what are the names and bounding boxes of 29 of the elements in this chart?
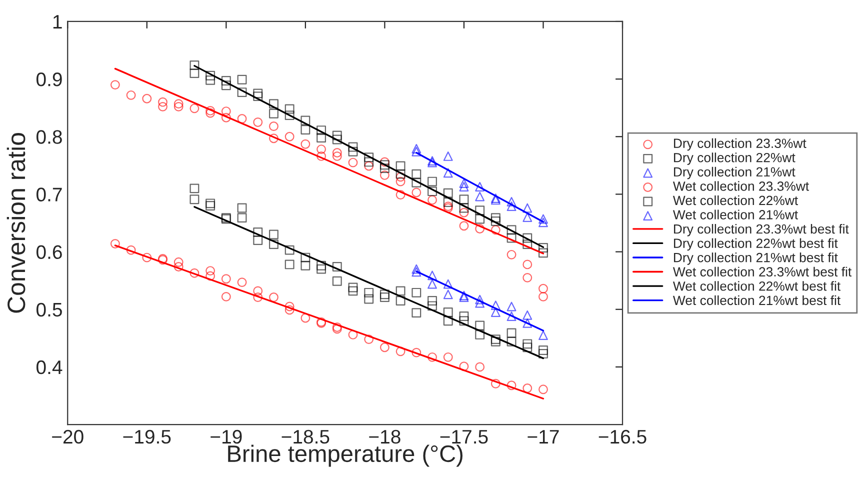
legend-label: Dry collection 21%wt [674, 166, 796, 180]
y-tick-label: 0.9 [36, 72, 62, 86]
x-axis-title: Brine temperature (°C) [228, 444, 462, 467]
legend-label: Wet collection 23.3%wt [672, 181, 809, 191]
x-tick-label: −17.5 [440, 430, 488, 444]
x-tick-label: −17 [528, 430, 559, 444]
x-tick-label: −16.5 [598, 430, 646, 444]
legend-label: Wet collection 22%wt [672, 195, 798, 206]
legend-label: Dry collection 21%wt best fit [674, 252, 838, 265]
y-tick-label: 0.7 [36, 188, 62, 202]
y-tick-label: 0.5 [36, 302, 62, 317]
x-tick-label: −20 [52, 430, 84, 444]
y-tick-label: 0.6 [36, 245, 62, 260]
legend-label: Dry collection 23.3%wt [674, 138, 806, 151]
legend-label: Dry collection 22%wt [674, 152, 796, 165]
legend-label: Wet collection 23.3%wt best fit [672, 266, 852, 277]
x-tick-label: −19 [210, 430, 242, 444]
y-tick-label: 1 [53, 15, 62, 29]
x-tick-label: −18.5 [282, 430, 330, 444]
legend-label: Dry collection 22%wt best fit [674, 238, 838, 251]
legend-label: Wet collection 22%wt best fit [672, 281, 841, 291]
y-tick-label: 0.8 [36, 130, 62, 144]
y-tick-label: 0.4 [36, 360, 62, 374]
x-tick-label: −19.5 [123, 430, 171, 444]
x-tick-label: −18 [369, 430, 400, 444]
legend-label: Wet collection 21%wt best fit [672, 295, 841, 306]
y-axis-title: Conversion ratio [6, 133, 26, 313]
legend-label: Wet collection 21%wt [672, 210, 798, 220]
legend-label: Dry collection 23.3%wt best fit [674, 224, 849, 236]
